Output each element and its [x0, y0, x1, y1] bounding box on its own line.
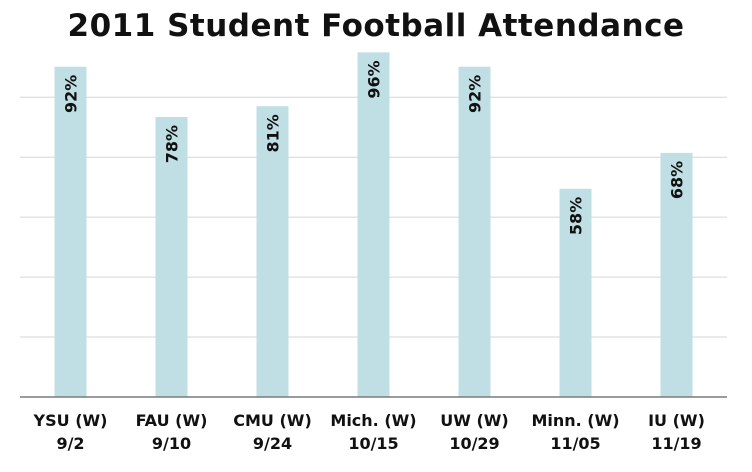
bar-0: [54, 66, 87, 397]
data-label-6: 68%: [668, 161, 687, 199]
category-label-5: Minn. (W): [531, 411, 619, 430]
chart-title: 2011 Student Football Attendance: [67, 8, 685, 44]
data-label-4: 92%: [466, 75, 485, 113]
category-date-1: 9/10: [152, 434, 191, 453]
category-date-3: 10/15: [348, 434, 398, 453]
bar-3: [357, 52, 390, 398]
category-date-5: 11/05: [550, 434, 600, 453]
category-label-6: IU (W): [648, 411, 705, 430]
bar-4: [458, 66, 491, 397]
data-label-2: 81%: [264, 114, 283, 152]
data-labels: 92% 78% 81% 96% 92% 58% 68%: [62, 60, 687, 235]
data-label-3: 96%: [365, 60, 384, 98]
category-date-0: 9/2: [56, 434, 84, 453]
category-label-4: UW (W): [440, 411, 508, 430]
bar-2: [256, 106, 289, 398]
data-label-5: 58%: [567, 197, 586, 235]
category-label-0: YSU (W): [33, 411, 108, 430]
data-label-1: 78%: [163, 125, 182, 163]
category-label-3: Mich. (W): [330, 411, 416, 430]
bar-6: [660, 152, 693, 397]
category-labels: YSU (W) 9/2 FAU (W) 9/10 CMU (W) 9/24 Mich. (W…: [33, 411, 705, 453]
category-date-4: 10/29: [449, 434, 499, 453]
bar-5: [559, 188, 592, 397]
data-label-0: 92%: [62, 75, 81, 113]
category-label-1: FAU (W): [136, 411, 208, 430]
category-label-2: CMU (W): [233, 411, 312, 430]
bars: [54, 52, 693, 398]
category-date-2: 9/24: [253, 434, 292, 453]
category-date-6: 11/19: [651, 434, 701, 453]
bar-1: [155, 116, 188, 397]
